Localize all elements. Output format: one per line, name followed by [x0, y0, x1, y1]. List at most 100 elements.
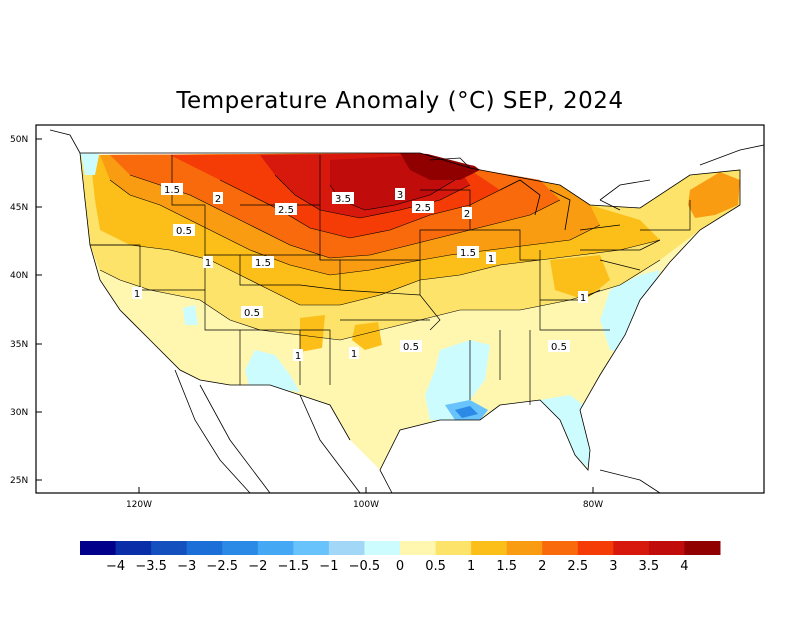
great-lakes [429, 157, 621, 231]
contour-label-bg [457, 246, 479, 258]
contour-label: 1 [488, 254, 494, 265]
cool-region-gulf [425, 340, 490, 420]
contour-label: 0.5 [551, 342, 567, 353]
contour-label: 0.5 [403, 342, 419, 353]
contour-label-bg [161, 183, 183, 195]
colorbar-swatch [542, 541, 579, 555]
contour-line [219, 179, 501, 239]
pacific-mask [36, 153, 250, 493]
colorbar-swatch [435, 541, 472, 555]
gulf-mask [380, 400, 600, 493]
cool-region-southwest [245, 350, 300, 392]
contour-labels: 1.5 2 2.5 3.5 3 2.5 2 1.5 1 0.5 1 1.5 1 0.5 1 1 0.5 0.5 1 [132, 183, 588, 362]
atlantic-mask [580, 200, 764, 493]
colorbar-label: −2.5 [206, 559, 238, 574]
contour-label-bg [132, 287, 142, 299]
mexico-coast [299, 394, 361, 494]
contour-label-bg [252, 256, 274, 268]
contour-label-bg [486, 252, 496, 264]
colorbar-label: −0.5 [349, 559, 381, 574]
colorbar-swatch [186, 541, 223, 555]
baja-coast [174, 369, 271, 494]
contour-line [274, 174, 471, 219]
colorbar-swatch [257, 541, 294, 555]
contour-line [109, 179, 601, 276]
colorbar-label: −3 [177, 559, 196, 574]
colorbar-swatch [577, 541, 614, 555]
contour-line [90, 239, 661, 306]
colorbar-label: −3.5 [135, 559, 167, 574]
contour-label: 3.5 [335, 194, 351, 205]
contour-label-bg [578, 291, 588, 303]
map-title: Temperature Anomaly (°C) SEP, 2024 [176, 88, 624, 114]
colorbar-swatch [151, 541, 188, 555]
us-outline [80, 152, 741, 494]
colorbar-swatch [613, 541, 650, 555]
contour-label: 1 [205, 258, 211, 269]
colorbar-label: 1 [467, 559, 475, 574]
canada-coast [49, 129, 765, 201]
colorbar-label: 2 [538, 559, 546, 574]
colorbar-label: −2 [248, 559, 267, 574]
lat-label: 50N [10, 135, 28, 145]
colorbar-label: 1.5 [496, 559, 517, 574]
colorbar-label: 3 [609, 559, 617, 574]
contour-label-bg [213, 192, 223, 204]
lat-label: 35N [10, 340, 28, 350]
contour-label-bg [412, 201, 434, 213]
warm-spot-newmexico [300, 315, 325, 352]
negative-core-louisiana [455, 406, 478, 418]
state-line [580, 200, 691, 271]
contour-label: 1.5 [255, 258, 271, 269]
mexico-gulf-mask [230, 385, 392, 493]
colorbar-label: 0 [396, 559, 404, 574]
contour-label-bg [275, 203, 297, 215]
contour-label-bg [400, 340, 422, 352]
state-boundaries [90, 155, 691, 405]
lon-label: 120W [126, 500, 152, 510]
colorbar-label: −1.5 [278, 559, 310, 574]
colorbar-swatch [400, 541, 437, 555]
warm-spot-texas [352, 322, 382, 350]
contour-label-bg [203, 256, 213, 268]
cool-region-atlantic [600, 270, 660, 355]
colorbar-swatch [506, 541, 543, 555]
contour-label: 1.5 [164, 185, 180, 196]
colorbar-label: 0.5 [425, 559, 446, 574]
colorbar-label: 4 [680, 559, 688, 574]
colorbar-swatch [115, 541, 152, 555]
colorbar-swatch [293, 541, 330, 555]
anomaly-fill-layer [36, 125, 764, 493]
contour-label-bg [241, 306, 263, 318]
contour-label: 2.5 [278, 205, 294, 216]
lon-label: 80W [583, 500, 603, 510]
colorbar-labels: −4 −3.5 −3 −2.5 −2 −1.5 −1 −0.5 0 0.5 1 1.5 2 2.5 3 3.5… [106, 559, 689, 574]
canada-mask [36, 125, 764, 205]
colorbar-swatch [328, 541, 365, 555]
coastlines [49, 129, 765, 494]
lon-labels: 120W 100W 80W [126, 500, 603, 510]
warm-spot-ohio [550, 255, 610, 300]
map-frame [35, 124, 765, 494]
contour-label-bg [462, 207, 472, 219]
contour-label: 2.5 [415, 203, 431, 214]
state-line [419, 189, 540, 261]
state-line [469, 250, 610, 405]
contour-label: 2 [215, 194, 221, 205]
contour-label: 0.5 [244, 308, 260, 319]
contour-line [129, 174, 561, 259]
contour-label: 1 [351, 349, 357, 360]
state-line [171, 155, 341, 291]
contour-label: 1 [134, 289, 140, 300]
colorbar-swatch [364, 541, 401, 555]
contour-label: 1 [295, 351, 301, 362]
contour-label: 2 [464, 209, 470, 220]
contour-label: 0.5 [176, 226, 192, 237]
contour-label-bg [395, 188, 405, 200]
lon-label: 100W [353, 500, 379, 510]
contour-label: 3 [397, 190, 403, 201]
ne-warm-region [688, 172, 740, 218]
cuba-coast [599, 469, 661, 494]
colorbar-swatch [684, 541, 721, 555]
